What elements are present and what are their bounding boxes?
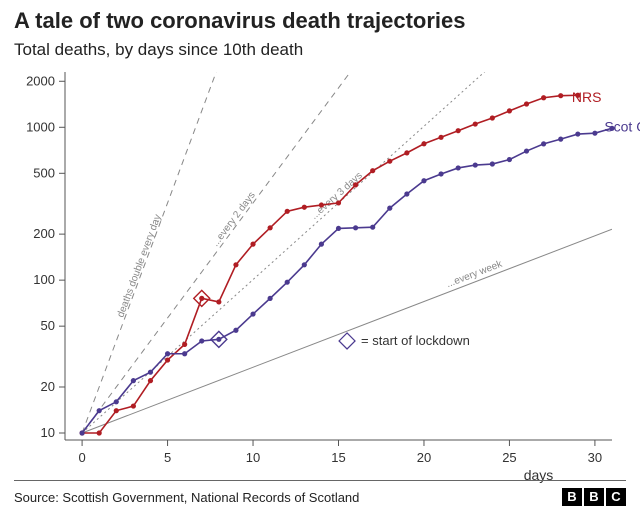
svg-text:10: 10 <box>41 425 55 440</box>
svg-text:500: 500 <box>33 165 55 180</box>
svg-text:10: 10 <box>246 450 260 465</box>
source-text: Source: Scottish Government, National Re… <box>14 490 359 505</box>
svg-text:200: 200 <box>33 226 55 241</box>
svg-text:1000: 1000 <box>26 119 55 134</box>
svg-text:...every 3 days: ...every 3 days <box>309 170 365 222</box>
svg-text:50: 50 <box>41 318 55 333</box>
svg-text:2000: 2000 <box>26 73 55 88</box>
svg-text:...every 2 days: ...every 2 days <box>210 190 258 249</box>
svg-text:Scot Govt: Scot Govt <box>604 118 640 134</box>
bbc-logo: BBC <box>562 488 626 506</box>
svg-text:20: 20 <box>417 450 431 465</box>
svg-text:25: 25 <box>502 450 516 465</box>
footer-divider <box>14 480 626 481</box>
svg-text:= start of lockdown: = start of lockdown <box>361 333 470 348</box>
svg-text:20: 20 <box>41 379 55 394</box>
svg-text:deaths double every day: deaths double every day <box>115 213 163 319</box>
svg-text:5: 5 <box>164 450 171 465</box>
svg-text:15: 15 <box>331 450 345 465</box>
svg-text:0: 0 <box>78 450 85 465</box>
svg-text:100: 100 <box>33 272 55 287</box>
svg-text:30: 30 <box>588 450 602 465</box>
chart-plot: 10205010020050010002000051015202530daysd… <box>0 0 640 519</box>
svg-text:NRS: NRS <box>572 89 602 105</box>
